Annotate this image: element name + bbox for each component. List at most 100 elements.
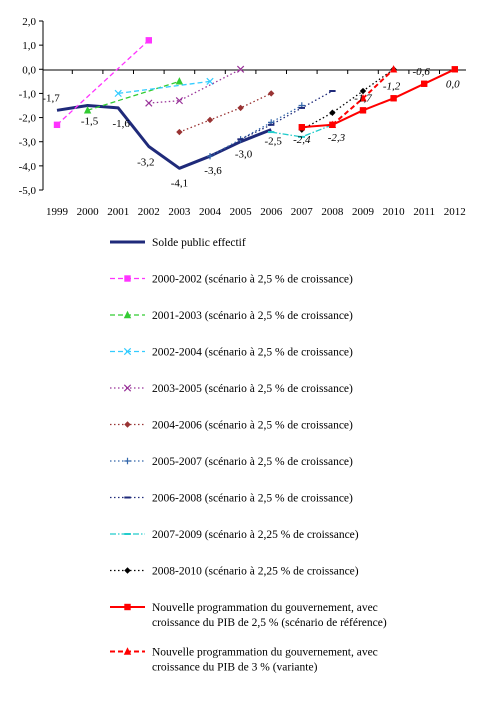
series-line [209, 104, 303, 157]
legend-label: 2007-2009 (scénario à 2,25 % de croissan… [152, 529, 359, 541]
series-point [114, 89, 122, 98]
x-tick-label: 1999 [46, 206, 69, 218]
chart-legend: Solde public effectif 2000-2002 (scénario… [110, 237, 387, 674]
legend-label: 2000-2002 (scénario à 2,5 % de croissanc… [152, 274, 353, 286]
legend-entry-6: 2005-2007 (scénario à 2,5 % de croissanc… [110, 456, 353, 468]
series-point [175, 97, 184, 105]
legend-label: 2005-2007 (scénario à 2,5 % de croissanc… [152, 456, 353, 468]
x-tick-label: 2009 [352, 206, 375, 218]
legend-label: Nouvelle programmation du gouvernement, … [152, 602, 378, 614]
legend-swatch-marker [123, 347, 132, 356]
y-tick-label: -4,0 [19, 161, 37, 173]
data-label: -3,0 [235, 149, 253, 161]
legend-entry-10: Nouvelle programmation du gouvernement, … [110, 602, 387, 629]
legend-label: croissance du PIB de 3 % (variante) [152, 662, 318, 674]
x-tick-label: 2004 [199, 206, 222, 218]
data-label: -2,3 [328, 132, 346, 144]
data-label: -1,7 [42, 92, 60, 104]
data-label: -1,7 [354, 92, 372, 104]
series-point [359, 87, 367, 95]
x-tick-label: 2007 [291, 206, 314, 218]
series-point [83, 106, 92, 114]
legend-label: 2008-2010 (scénario à 2,25 % de croissan… [152, 566, 359, 578]
y-tick-label: -1,0 [19, 88, 37, 100]
series-10 [298, 66, 458, 131]
data-label: -1,5 [81, 116, 99, 128]
legend-entry-4: 2003-2005 (scénario à 2,5 % de croissanc… [110, 383, 353, 395]
series-point [298, 124, 305, 131]
series-point [236, 65, 245, 73]
series-3 [114, 77, 214, 98]
data-label: -2,4 [293, 134, 311, 146]
data-label: -2,5 [264, 136, 282, 148]
series-11 [328, 65, 398, 129]
legend-label: croissance du PIB de 2,5 % (scénario de … [152, 617, 387, 629]
series-line [87, 80, 180, 111]
series-point [237, 104, 244, 112]
series-line [179, 92, 272, 133]
series-point [206, 116, 214, 124]
x-tick-label: 2005 [230, 206, 253, 218]
series-line [240, 90, 333, 140]
data-label: 0,0 [446, 78, 460, 90]
series-5 [176, 90, 275, 136]
series-point [268, 90, 275, 97]
series-point [145, 99, 153, 107]
series-2 [83, 77, 184, 114]
series-point [176, 128, 183, 136]
data-label: -0,6 [412, 66, 430, 78]
legend-swatch-marker [123, 310, 132, 319]
x-tick-label: 2010 [383, 206, 406, 218]
series-line [56, 104, 272, 170]
data-label: -1,6 [112, 118, 130, 130]
chart-axes: 2,0 1,0 0,0 -1,0 -2,0 -3,0 -4,0 -5,0 1999 2000 200… [19, 16, 466, 218]
series-line [56, 39, 150, 126]
y-tick-label: 1,0 [22, 40, 36, 52]
legend-entry-2: 2001-2003 (scénario à 2,5 % de croissanc… [110, 310, 353, 322]
y-tick-label: -2,0 [19, 113, 37, 125]
y-tick-label: -5,0 [19, 185, 37, 197]
legend-entry-1: 2000-2002 (scénario à 2,5 % de croissanc… [110, 274, 353, 286]
legend-entry-5: 2004-2006 (scénario à 2,5 % de croissanc… [110, 420, 353, 432]
legend-swatch-marker [124, 275, 131, 282]
y-tick-label: 2,0 [22, 16, 36, 28]
legend-entry-9: 2008-2010 (scénario à 2,25 % de croissan… [110, 566, 359, 578]
series-line [301, 68, 456, 129]
x-tick-label: 2002 [138, 206, 160, 218]
data-label: -3,6 [204, 165, 222, 177]
legend-swatch-marker [124, 603, 131, 611]
series-line [301, 68, 394, 131]
series-point [206, 153, 214, 160]
series-4 [145, 65, 245, 107]
data-label: -1,2 [383, 80, 401, 92]
legend-label: 2002-2004 (scénario à 2,5 % de croissanc… [152, 347, 353, 359]
legend-entry-8: 2007-2009 (scénario à 2,25 % de croissan… [110, 529, 359, 541]
chart-series [53, 37, 458, 170]
x-tick-label: 2006 [260, 206, 283, 218]
x-tick-label: 2000 [77, 206, 100, 218]
legend-label: 2003-2005 (scénario à 2,5 % de croissanc… [152, 383, 353, 395]
x-tick-label: 2003 [168, 206, 191, 218]
legend-swatch-marker [123, 384, 132, 392]
legend-label: 2004-2006 (scénario à 2,5 % de croissanc… [152, 420, 353, 432]
series-9 [298, 66, 397, 133]
series-point [390, 95, 397, 102]
data-label: -3,2 [137, 157, 154, 169]
series-point [328, 120, 337, 129]
legend-label: Nouvelle programmation du gouvernement, … [152, 647, 378, 659]
series-point [389, 65, 398, 73]
series-point [359, 107, 367, 114]
legend-entry-7: 2006-2008 (scénario à 2,5 % de croissanc… [110, 493, 353, 505]
x-tick-label: 2008 [321, 206, 344, 218]
x-tick-label: 2001 [107, 206, 129, 218]
legend-entry-3: 2002-2004 (scénario à 2,5 % de croissanc… [110, 347, 353, 359]
legend-entry-0: Solde public effectif [110, 237, 246, 249]
y-tick-label: 0,0 [22, 64, 36, 76]
series-line [271, 109, 364, 138]
series-line [148, 68, 241, 104]
series-1 [53, 37, 152, 129]
legend-label: Solde public effectif [152, 237, 246, 249]
legend-swatch-marker [124, 567, 131, 574]
series-point [359, 94, 367, 102]
